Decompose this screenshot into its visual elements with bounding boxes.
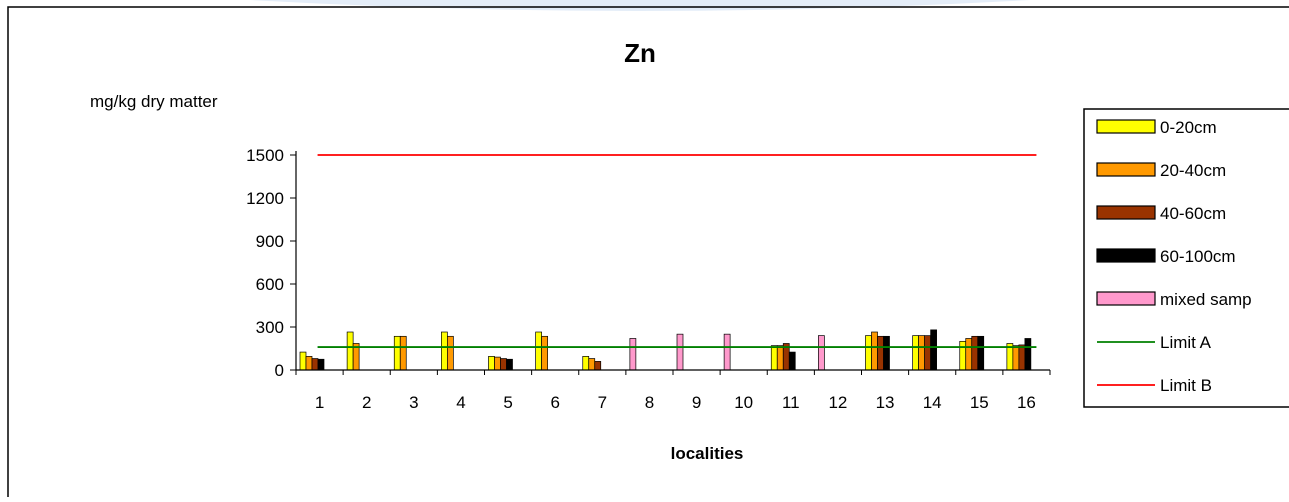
x-tick-label: 4: [456, 393, 465, 412]
legend-swatch: [1096, 205, 1156, 220]
legend-label: mixed samp: [1160, 290, 1252, 309]
bar-60-100cm-loc-1: [317, 358, 325, 371]
legend-label: 20-40cm: [1160, 161, 1226, 180]
bar-60-100cm-loc-14: [930, 329, 937, 371]
bar-0-20cm-loc-6: [535, 331, 542, 371]
bar-0-20cm-loc-2: [346, 331, 354, 371]
legend: 0-20cm 20-40cm 40-60cm 60-100cm mixed samp Li…: [1083, 108, 1289, 408]
x-axis-label: localities: [671, 444, 744, 463]
bar-20-40cm-loc-1: [305, 356, 313, 371]
x-tick-label: 16: [1017, 393, 1036, 412]
bar-60-100cm-loc-11: [788, 351, 796, 371]
bar-0-20cm-loc-14: [912, 335, 919, 371]
legend-swatch: [1096, 291, 1156, 306]
x-tick-label: 3: [409, 393, 418, 412]
bar-40-60cm-loc-14: [924, 335, 931, 371]
bar-60-100cm-loc-16: [1024, 338, 1032, 371]
bar-0-20cm-loc-7: [582, 356, 590, 371]
bar-20-40cm-loc-13: [871, 331, 878, 371]
x-tick-label: 7: [598, 393, 607, 412]
bar-40-60cm-loc-16: [1018, 344, 1026, 371]
bar-60-100cm-loc-13: [883, 335, 890, 371]
bar-60-100cm-loc-5: [506, 358, 513, 371]
y-tick-label: 600: [256, 275, 284, 294]
bar-20-40cm-loc-6: [541, 335, 548, 371]
legend-swatch: [1096, 119, 1156, 134]
x-tick-label: 13: [876, 393, 895, 412]
legend-label: 40-60cm: [1160, 204, 1226, 223]
x-tick-label: 1: [315, 393, 324, 412]
bar-mixed-samp-loc-8: [629, 338, 637, 371]
legend-items: 0-20cm 20-40cm 40-60cm 60-100cm mixed samp Li…: [1096, 118, 1252, 395]
bar-20-40cm-loc-4: [447, 335, 454, 371]
legend-swatch: [1096, 248, 1156, 263]
legend-label: 0-20cm: [1160, 118, 1217, 137]
bar-20-40cm-loc-11: [776, 345, 784, 371]
limit-lines: [317, 154, 1037, 348]
x-tick-label: 10: [734, 393, 753, 412]
chart-title: Zn: [624, 38, 656, 68]
bar-0-20cm-loc-13: [865, 335, 872, 371]
bar-40-60cm-loc-5: [500, 358, 507, 371]
x-tick-label: 2: [362, 393, 371, 412]
x-tick-label: 15: [970, 393, 989, 412]
bar-40-60cm-loc-15: [971, 335, 979, 371]
x-tick-label: 8: [645, 393, 654, 412]
x-tick-label: 9: [692, 393, 701, 412]
y-tick-label: 900: [256, 232, 284, 251]
bar-0-20cm-loc-11: [770, 345, 778, 371]
bar-20-40cm-loc-14: [918, 335, 925, 371]
x-tick-label: 5: [503, 393, 512, 412]
bar-0-20cm-loc-15: [959, 340, 967, 371]
y-tick-label: 0: [275, 361, 284, 380]
chart-area-border: [7, 6, 1289, 502]
x-tick-label: 12: [828, 393, 847, 412]
y-axis-ticks: 0 300 600 900 1200 1500: [246, 146, 296, 380]
bar-0-20cm-loc-1: [299, 351, 307, 371]
bar-40-60cm-loc-7: [594, 361, 602, 371]
y-tick-label: 300: [256, 318, 284, 337]
bar-mixed-samp-loc-9: [676, 333, 684, 371]
bar-20-40cm-loc-16: [1012, 345, 1020, 371]
bar-20-40cm-loc-7: [588, 358, 596, 371]
legend-label: Limit B: [1160, 376, 1212, 395]
x-axis-ticks: 1 2 3 4 5 6 7 8 9 10 11 12 13 14 15 16: [295, 370, 1051, 412]
bar-20-40cm-loc-3: [399, 335, 407, 371]
bar-40-60cm-loc-1: [311, 358, 319, 371]
legend-label: 60-100cm: [1160, 247, 1236, 266]
bar-60-100cm-loc-15: [977, 335, 985, 371]
x-tick-label: 14: [923, 393, 942, 412]
bar-mixed-samp-loc-12: [818, 335, 825, 371]
y-tick-label: 1500: [246, 146, 284, 165]
x-tick-label: 6: [550, 393, 559, 412]
bar-20-40cm-loc-5: [494, 356, 501, 371]
decorative-top-band: [250, 0, 1030, 11]
x-tick-label: 11: [782, 393, 800, 412]
bar-0-20cm-loc-3: [393, 335, 401, 371]
bar-20-40cm-loc-15: [965, 338, 973, 371]
y-tick-label: 1200: [246, 189, 284, 208]
bar-40-60cm-loc-13: [877, 335, 884, 371]
bar-mixed-samp-loc-10: [723, 333, 731, 371]
bar-0-20cm-loc-5: [488, 356, 495, 371]
legend-swatch: [1096, 162, 1156, 177]
legend-label: Limit A: [1160, 333, 1212, 352]
axes: [295, 151, 1050, 371]
y-axis-label: mg/kg dry matter: [90, 92, 218, 111]
bar-0-20cm-loc-4: [441, 331, 448, 371]
bar-series: [299, 329, 1032, 371]
